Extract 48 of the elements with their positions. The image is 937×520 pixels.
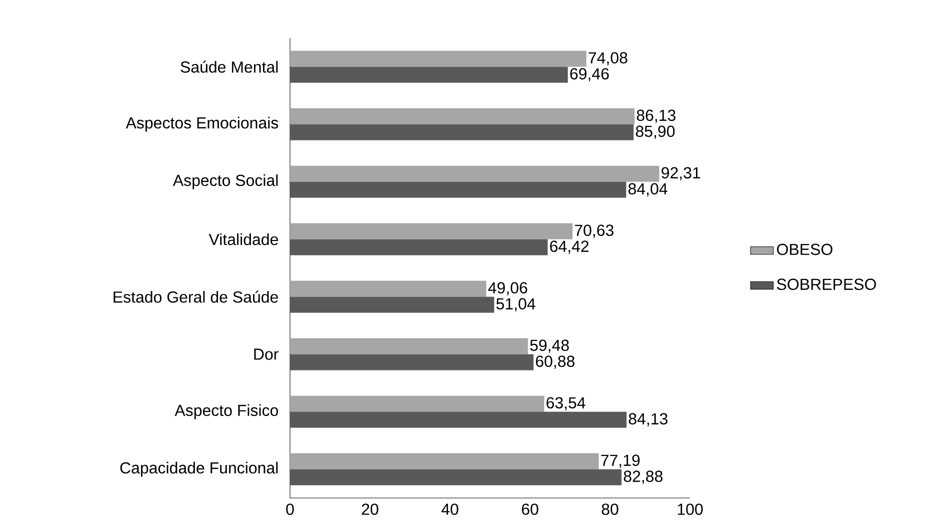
bar (290, 412, 627, 428)
y-tick-label: Saúde Mental (180, 60, 278, 73)
data-label: 63,54 (546, 397, 586, 410)
data-label: 82,88 (624, 470, 662, 484)
bar (290, 50, 586, 67)
bar (290, 223, 573, 240)
bar (290, 124, 634, 140)
data-label: 70,63 (574, 224, 614, 238)
x-tick-label: 20 (362, 503, 378, 515)
data-label: 84,13 (628, 413, 668, 426)
y-tick-label: Aspectos Emocionais (126, 116, 278, 132)
x-tick-label: 0 (286, 503, 294, 515)
data-label: 84,04 (628, 183, 668, 196)
y-tick-label: Vitalidade (208, 233, 278, 245)
bar (290, 239, 548, 256)
bar (290, 453, 599, 470)
legend-label: SOBREPESO (776, 278, 876, 290)
bar (290, 338, 528, 354)
data-label: 60,88 (536, 356, 574, 369)
y-tick-label: Estado Geral de Saúde (114, 290, 278, 303)
x-tick-label: 100 (678, 503, 703, 515)
bar (290, 354, 534, 370)
data-label: 85,90 (636, 126, 675, 139)
data-label: 59,48 (530, 340, 569, 353)
data-label: 69,46 (570, 68, 609, 82)
x-tick-label: 40 (441, 503, 458, 515)
x-tick-label: 60 (522, 503, 538, 515)
bar (290, 469, 622, 486)
bar (290, 66, 568, 83)
y-tick-label: Capacidade Funcional (120, 462, 278, 477)
data-label: 92,31 (662, 167, 700, 180)
bar (290, 166, 660, 182)
data-label: 51,04 (496, 298, 536, 312)
data-label: 49,06 (488, 282, 528, 296)
y-tick-label: Dor (254, 348, 278, 360)
y-tick-label: Aspecto Social (172, 174, 278, 190)
x-tick-label: 80 (602, 503, 618, 515)
data-label: 64,42 (550, 240, 589, 254)
data-label: 74,08 (588, 52, 628, 66)
data-label: 86,13 (636, 110, 676, 123)
bar (290, 108, 635, 124)
bar (290, 280, 486, 297)
bar (290, 296, 494, 313)
y-tick-label: Aspecto Fisico (174, 404, 278, 420)
legend-label: OBESO (776, 244, 832, 255)
data-label: 77,19 (601, 454, 640, 468)
bar (290, 182, 626, 198)
bar (290, 396, 544, 412)
